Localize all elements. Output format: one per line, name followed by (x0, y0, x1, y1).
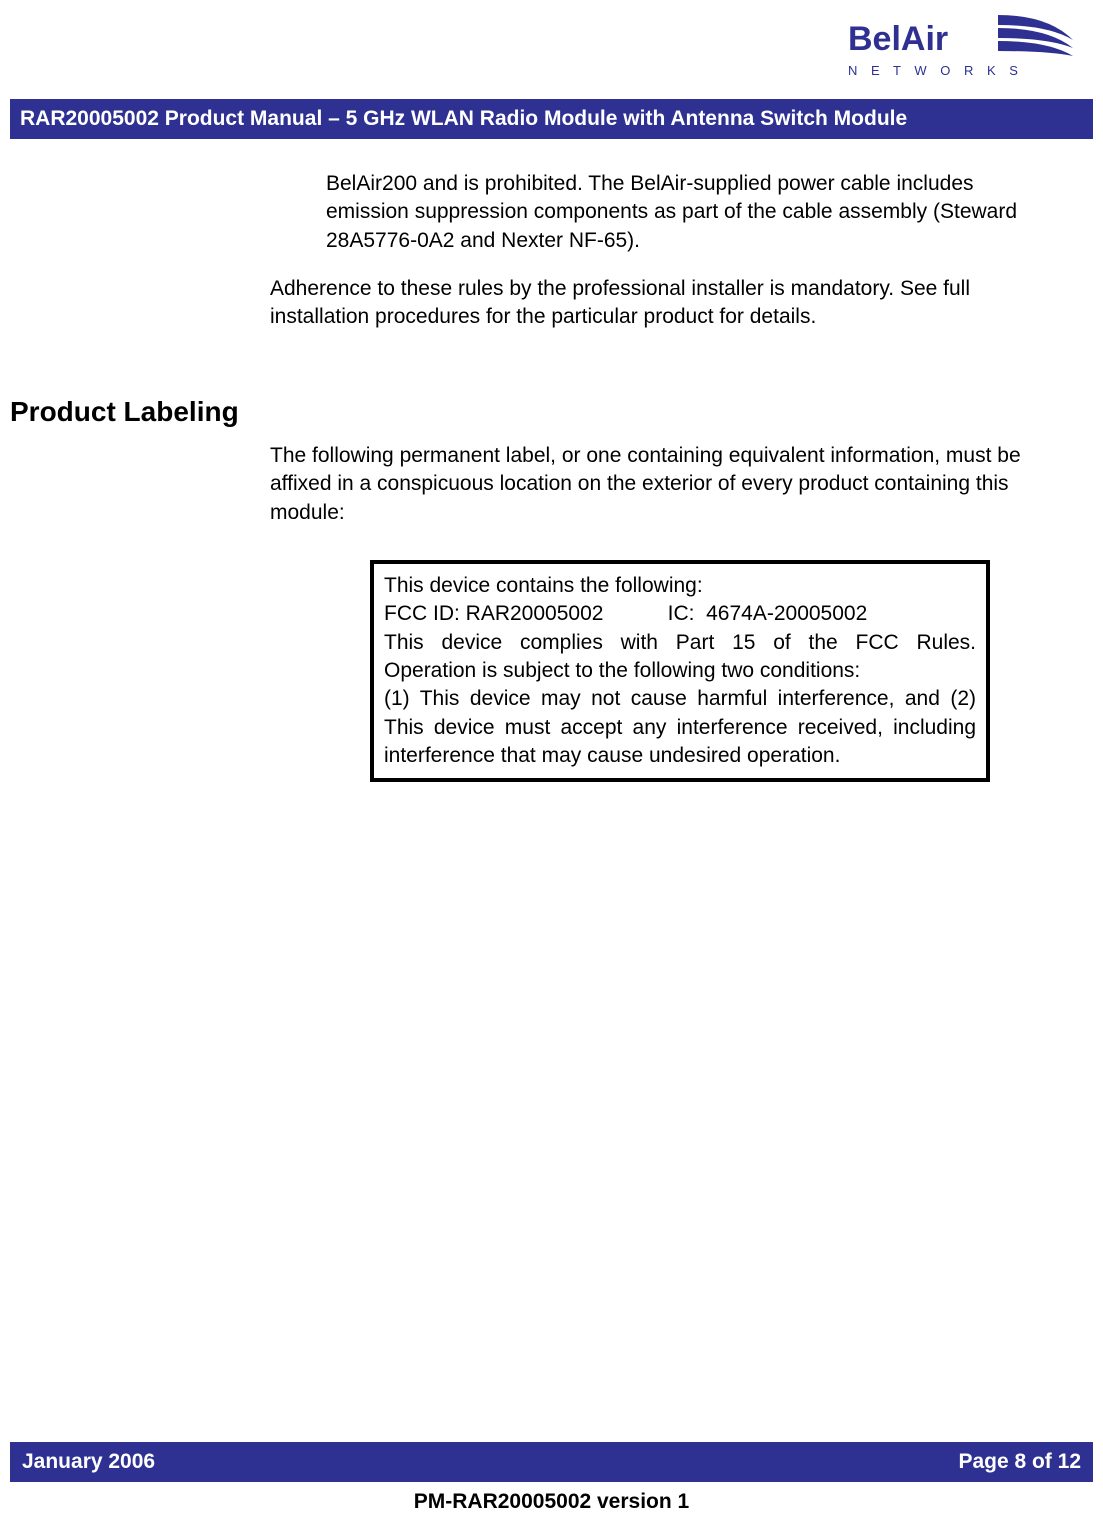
label-line-2: FCC ID: RAR20005002 IC: 4674A-20005002 (384, 600, 976, 628)
label-line-4: Operation is subject to the following tw… (384, 657, 976, 685)
logo-swoosh-icon (993, 12, 1078, 57)
document-title: RAR20005002 Product Manual – 5 GHz WLAN … (20, 107, 907, 131)
document-title-banner: RAR20005002 Product Manual – 5 GHz WLAN … (10, 99, 1093, 139)
compliance-label-box: This device contains the following: FCC … (370, 560, 990, 782)
company-logo: BelAir N E T W O R K S (848, 10, 1083, 85)
logo-main-text: BelAir (848, 20, 948, 58)
logo-sub-text: N E T W O R K S (848, 63, 1023, 78)
body-content-2: The following permanent label, or one co… (270, 442, 1060, 547)
page-container: BelAir N E T W O R K S RAR20005002 Produ… (0, 0, 1103, 1528)
footer-page-number: Page 8 of 12 (958, 1450, 1081, 1474)
label-line-5: (1) This device may not cause harmful in… (384, 685, 976, 770)
label-line-3: This device complies with Part 15 of the… (384, 629, 976, 657)
footer-date: January 2006 (22, 1450, 155, 1474)
paragraph-adherence: Adherence to these rules by the professi… (270, 275, 1060, 332)
paragraph-label-intro: The following permanent label, or one co… (270, 442, 1060, 527)
document-version: PM-RAR20005002 version 1 (0, 1490, 1103, 1514)
footer-banner: January 2006 Page 8 of 12 (10, 1442, 1093, 1482)
section-heading-product-labeling: Product Labeling (10, 396, 239, 428)
body-content-1: BelAir200 and is prohibited. The BelAir-… (270, 170, 1060, 352)
paragraph-continuation: BelAir200 and is prohibited. The BelAir-… (326, 170, 1060, 255)
label-line-1: This device contains the following: (384, 572, 976, 600)
